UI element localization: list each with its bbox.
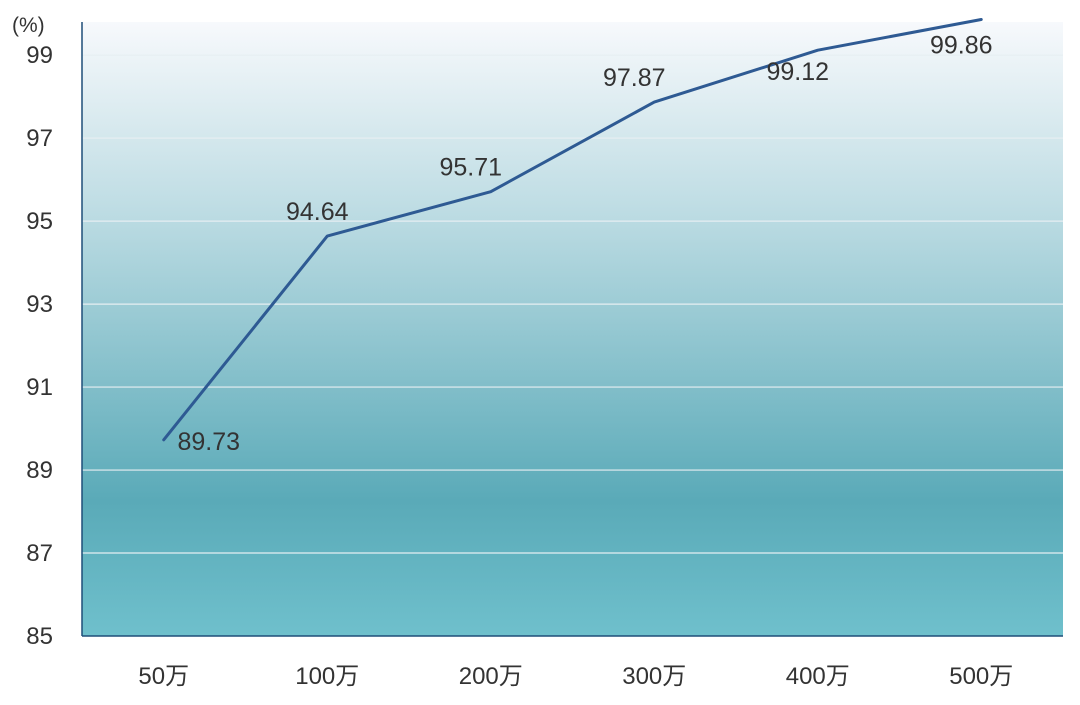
- gridlines: [82, 54, 1063, 554]
- x-axis-ticks: 50万 100万 200万 300万 400万 500万: [138, 663, 1013, 690]
- y-tick-label: 85: [26, 623, 53, 650]
- y-tick-label: 91: [26, 374, 53, 401]
- x-tick-label: 50万: [138, 663, 189, 690]
- y-tick-label: 97: [26, 125, 53, 152]
- y-axis-unit-label: (%): [12, 14, 45, 37]
- data-labels: 89.73 94.64 95.71 97.87 99.12 99.86: [177, 32, 992, 456]
- series-line: [162, 18, 983, 442]
- x-tick-label: 500万: [949, 663, 1013, 690]
- data-label: 99.12: [766, 58, 829, 86]
- y-tick-label: 95: [26, 208, 53, 235]
- plot-area: [82, 22, 1063, 636]
- data-label: 95.71: [439, 154, 502, 182]
- y-tick-label: 99: [26, 42, 53, 69]
- y-tick-label: 89: [26, 457, 53, 484]
- data-label: 89.73: [177, 428, 240, 456]
- x-tick-label: 200万: [459, 663, 523, 690]
- x-tick-label: 300万: [622, 663, 686, 690]
- data-label: 94.64: [286, 198, 349, 226]
- x-tick-label: 100万: [295, 663, 359, 690]
- y-axis-ticks: 85 87 89 91 93 95 97 99: [26, 42, 53, 650]
- data-label: 99.86: [930, 32, 993, 60]
- data-label: 97.87: [603, 64, 666, 92]
- x-tick-label: 400万: [786, 663, 850, 690]
- y-tick-label: 87: [26, 540, 53, 567]
- y-tick-label: 93: [26, 291, 53, 318]
